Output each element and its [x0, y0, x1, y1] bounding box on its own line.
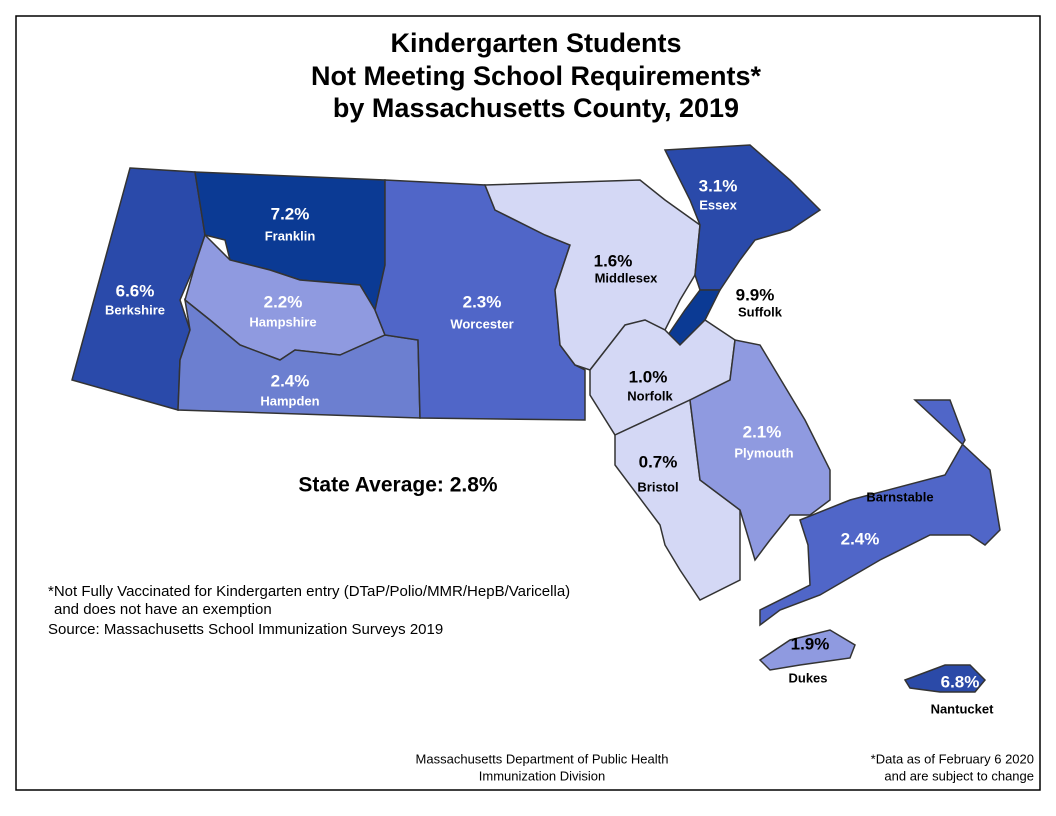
county-shape: [689, 339, 831, 562]
credit: Immunization Division: [479, 768, 605, 783]
county-name: Berkshire: [105, 302, 165, 317]
county-name: Suffolk: [738, 304, 783, 319]
county-value: 6.8%: [941, 672, 980, 691]
county-name: Norfolk: [627, 388, 673, 403]
county-shape: [759, 399, 1001, 627]
county-name: Bristol: [637, 479, 678, 494]
county-shape: [903, 664, 987, 693]
county-value: 2.1%: [743, 422, 782, 441]
data-note: and are subject to change: [884, 768, 1034, 783]
title-line: Kindergarten Students: [390, 28, 681, 58]
county-value: 1.0%: [629, 367, 668, 386]
county-name: Franklin: [265, 228, 316, 243]
county-name: Dukes: [788, 670, 827, 685]
county-value: 0.7%: [639, 452, 678, 471]
state-average: State Average: 2.8%: [298, 474, 498, 497]
footnote: and does not have an exemption: [54, 601, 272, 618]
county-name: Hampden: [260, 393, 319, 408]
county-name: Worcester: [450, 316, 513, 331]
footnote: Source: Massachusetts School Immunizatio…: [48, 621, 443, 638]
county-shapes: [71, 144, 1001, 693]
county-value: 6.6%: [116, 281, 155, 300]
county-value: 7.2%: [271, 204, 310, 223]
title-line: by Massachusetts County, 2019: [333, 93, 739, 123]
title-line: Not Meeting School Requirements*: [311, 61, 762, 91]
county-value: 2.3%: [463, 292, 502, 311]
county-value: 2.2%: [264, 292, 303, 311]
credit: Massachusetts Department of Public Healt…: [416, 751, 669, 766]
data-note: *Data as of February 6 2020: [871, 751, 1034, 766]
county-value: 3.1%: [699, 176, 738, 195]
county-value: 2.4%: [271, 371, 310, 390]
county-name: Hampshire: [249, 314, 316, 329]
county-value: 9.9%: [736, 285, 775, 304]
county-name: Barnstable: [866, 489, 933, 504]
county-shape: [758, 629, 856, 671]
county-name: Middlesex: [595, 270, 659, 285]
county-name: Nantucket: [931, 701, 995, 716]
footnote: *Not Fully Vaccinated for Kindergarten e…: [48, 583, 570, 600]
county-shape: [663, 144, 822, 291]
county-value: 1.6%: [594, 251, 633, 270]
county-name: Plymouth: [734, 445, 793, 460]
county-value: 2.4%: [841, 529, 880, 548]
county-name: Essex: [699, 197, 737, 212]
county-value: 1.9%: [791, 634, 830, 653]
